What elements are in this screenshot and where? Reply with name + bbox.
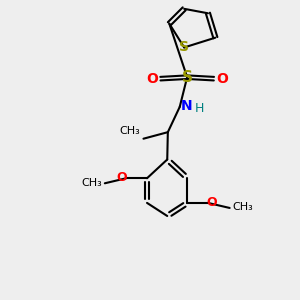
Text: O: O [207, 196, 218, 209]
Text: CH₃: CH₃ [81, 178, 102, 188]
Text: N: N [181, 99, 193, 113]
Text: CH₃: CH₃ [120, 126, 140, 136]
Text: O: O [146, 72, 158, 86]
Text: O: O [117, 171, 128, 184]
Text: S: S [179, 40, 189, 54]
Text: H: H [195, 102, 204, 115]
Text: S: S [182, 70, 193, 85]
Text: O: O [216, 72, 228, 86]
Text: CH₃: CH₃ [232, 202, 254, 212]
